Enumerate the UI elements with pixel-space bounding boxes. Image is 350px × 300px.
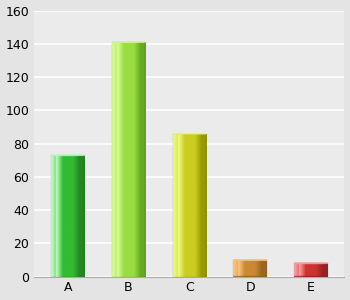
Ellipse shape: [294, 276, 328, 277]
Ellipse shape: [233, 276, 267, 277]
